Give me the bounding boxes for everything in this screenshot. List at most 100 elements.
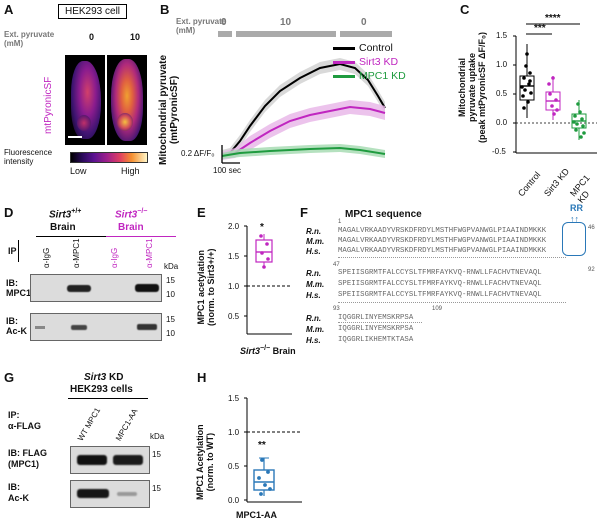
- g-lane1: WT MPC1: [76, 406, 103, 443]
- f-title: MPC1 sequence: [345, 209, 422, 220]
- control-trace: [221, 62, 386, 155]
- d-tissue1: Brain: [50, 222, 76, 233]
- e-ytick-4: 0.5: [228, 312, 240, 321]
- g-title2: HEK293 cells: [70, 384, 133, 395]
- b-scale-x: 100 sec: [213, 166, 242, 175]
- scale-bar: [68, 136, 82, 138]
- d-ip: IP: [8, 246, 17, 256]
- cell-image-10: [107, 55, 147, 145]
- d-geno2: Sirt3−/−: [115, 208, 148, 221]
- d-ib1-label: IB: MPC1: [6, 278, 32, 298]
- scale-low: Low: [70, 166, 87, 176]
- f-b3-seq2: IQGGRLINYEMSKRPSA: [338, 325, 414, 333]
- c-cat-mpc1: MPC1 KD: [568, 172, 592, 205]
- c-ytick-1: 1.5: [496, 31, 508, 40]
- b-pyruvate-row-label: Ext. pyruvate (mM): [176, 17, 227, 35]
- h-ytick-3: 0.5: [228, 462, 240, 471]
- c-ytick-2: 1.0: [496, 60, 508, 69]
- conc-label-10: 10: [130, 32, 141, 42]
- d-kda: kDa: [164, 262, 179, 271]
- b-bar-0: [218, 31, 232, 37]
- f-sp7: R.n.: [306, 314, 322, 323]
- f-b2-seq2: SPEIISGRMTFALCCYSLTFMRFAYKVQ-RNWLLFACHVT…: [338, 280, 542, 288]
- trace-chart: [221, 58, 386, 164]
- f-b2-start: 47: [333, 262, 340, 268]
- e-ytick-2: 1.5: [228, 252, 240, 261]
- d-lane1: α-IgG: [42, 247, 51, 268]
- b-seg-0: 0: [221, 17, 227, 28]
- f-b3-end: 109: [432, 306, 443, 312]
- f-sp5: M.m.: [306, 280, 325, 289]
- panel-f-label: F: [300, 205, 308, 220]
- sirt3-trace: [221, 105, 386, 157]
- c-sig-2: ****: [545, 13, 561, 24]
- c-ylabel: Mitochondrial pyruvate uptake (peak mtPy…: [457, 31, 487, 143]
- e-plot: [244, 225, 292, 335]
- c-sig-1: ***: [534, 23, 546, 34]
- g-ib1-label: IB: FLAG (MPC1): [8, 448, 47, 469]
- legend-control: Control: [333, 41, 406, 55]
- d-geno1: Sirt3+/+: [49, 208, 82, 221]
- f-b1-seq3: MAGALVRKAADYVRSKDFRDYLMSTHFWGPVANWGLPIAA…: [338, 247, 547, 255]
- panel-b-label: B: [160, 2, 170, 17]
- sirt3-band: [222, 100, 385, 160]
- d-m2-10: 10: [166, 329, 175, 338]
- f-sp2: M.m.: [306, 237, 325, 246]
- f-b3-dots: [338, 322, 422, 323]
- h-plot: [244, 397, 302, 503]
- panel-d-label: D: [4, 205, 14, 220]
- f-sp4: R.n.: [306, 269, 322, 278]
- c-cat-control: Control: [516, 169, 543, 199]
- b-seg-0b: 0: [361, 17, 367, 28]
- h-ylabel: MPC1 Acetylation (norm. to WT): [195, 424, 215, 500]
- legend-mpc1: MPC1 KD: [333, 69, 406, 83]
- c-ytick-5: -0.5: [492, 147, 506, 156]
- g-underline: [68, 398, 148, 399]
- g-blot-ack: [70, 480, 150, 508]
- h-ytick-1: 1.5: [228, 394, 240, 403]
- pyruvate-row-label: Ext. pyruvate (mM): [4, 30, 55, 48]
- d-m1-15: 15: [166, 276, 175, 285]
- b-seg-10: 10: [280, 17, 292, 28]
- panel-h-label: H: [197, 370, 207, 385]
- cell-label: HEK293 cell: [65, 6, 121, 17]
- e-ylabel: MPC1 acetylation (norm. to Sirt3+/+): [196, 248, 216, 326]
- scale-high: High: [121, 166, 140, 176]
- b-scale-y: 0.2 ΔF/F₀: [181, 149, 215, 158]
- d-ip-bar: [18, 240, 19, 262]
- g-blot-flag: [70, 446, 150, 474]
- f-b1-dots: [338, 257, 566, 258]
- mpc1-trace: [221, 146, 386, 157]
- f-b2-dots: [338, 302, 566, 303]
- g-m1: 15: [152, 450, 161, 459]
- e-xlabel: Sirt3−/− Brain: [240, 345, 296, 356]
- conc-label-0: 0: [89, 32, 95, 42]
- b-bar-10: [236, 31, 336, 37]
- f-sp1: R.n.: [306, 227, 322, 236]
- d-underline2: [106, 236, 176, 237]
- d-lane3: α-IgG: [110, 247, 119, 268]
- h-sig: **: [258, 440, 266, 451]
- f-kk-box: [562, 222, 586, 256]
- scale-title: Fluorescence intensity: [4, 148, 53, 166]
- sensor-label: mtPyronicSF: [43, 76, 54, 134]
- g-title: Sirt3 KD: [84, 372, 124, 383]
- h-ytick-4: 0.0: [228, 496, 240, 505]
- d-tissue2: Brain: [118, 222, 144, 233]
- f-b3-seq1: IQGGRLINYEMSKRPSA: [338, 314, 414, 322]
- c-cat-sirt3: Sirt3 KD: [542, 166, 572, 199]
- f-sp3: H.s.: [306, 247, 321, 256]
- g-ip: IP: α-FLAG: [8, 410, 42, 431]
- f-b3-seq3: IQGGRLIKHEMTKTASA: [338, 336, 414, 344]
- g-ib2-label: IB: Ac-K: [8, 482, 30, 503]
- colorbar: [70, 152, 148, 163]
- f-sp6: H.s.: [306, 291, 321, 300]
- f-b1-start: 1: [338, 219, 342, 225]
- f-b1-end: 46: [588, 225, 595, 231]
- e-sig: *: [260, 222, 264, 233]
- g-lane2: MPC1-AA: [114, 407, 140, 443]
- h-ytick-2: 1.0: [228, 428, 240, 437]
- c-ytick-4: 0.0: [496, 118, 508, 127]
- h-xlabel: MPC1-AA: [236, 510, 278, 520]
- g-m2: 15: [152, 484, 161, 493]
